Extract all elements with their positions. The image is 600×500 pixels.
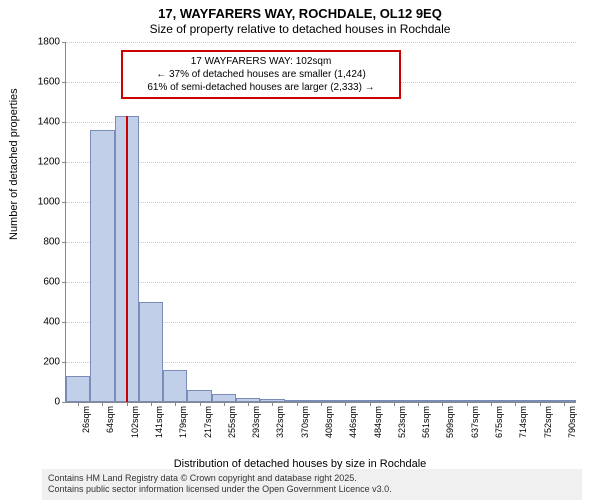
- x-tick-mark: [297, 402, 298, 406]
- y-tick-label: 1000: [38, 197, 60, 208]
- highlight-marker: [126, 116, 128, 402]
- y-tick-mark: [62, 162, 66, 163]
- y-tick-mark: [62, 362, 66, 363]
- x-tick-mark: [394, 402, 395, 406]
- histogram-bar: [66, 376, 90, 402]
- x-tick-label: 675sqm: [494, 406, 504, 438]
- x-tick-label: 790sqm: [567, 406, 577, 438]
- y-tick-label: 800: [43, 237, 60, 248]
- histogram-bar: [90, 130, 114, 402]
- annotation-box: 17 WAYFARERS WAY: 102sqm← 37% of detache…: [121, 50, 401, 99]
- x-tick-mark: [175, 402, 176, 406]
- y-tick-mark: [62, 202, 66, 203]
- x-tick-label: 561sqm: [421, 406, 431, 438]
- x-tick-mark: [345, 402, 346, 406]
- gridline: [66, 42, 576, 43]
- y-tick-label: 1200: [38, 157, 60, 168]
- chart-title-sub: Size of property relative to detached ho…: [0, 22, 600, 36]
- x-tick-label: 370sqm: [300, 406, 310, 438]
- x-tick-mark: [78, 402, 79, 406]
- y-tick-mark: [62, 242, 66, 243]
- x-tick-mark: [127, 402, 128, 406]
- x-tick-mark: [564, 402, 565, 406]
- x-tick-mark: [442, 402, 443, 406]
- annotation-line-3: 61% of semi-detached houses are larger (…: [129, 81, 393, 94]
- y-tick-label: 600: [43, 277, 60, 288]
- histogram-bar: [212, 394, 236, 402]
- gridline: [66, 242, 576, 243]
- y-tick-label: 1800: [38, 37, 60, 48]
- x-tick-mark: [224, 402, 225, 406]
- x-tick-label: 523sqm: [397, 406, 407, 438]
- x-tick-mark: [272, 402, 273, 406]
- x-tick-label: 752sqm: [543, 406, 553, 438]
- x-tick-label: 484sqm: [373, 406, 383, 438]
- x-tick-label: 293sqm: [251, 406, 261, 438]
- footer-line-1: Contains HM Land Registry data © Crown c…: [48, 473, 576, 485]
- x-tick-label: 141sqm: [154, 406, 164, 438]
- chart-title-main: 17, WAYFARERS WAY, ROCHDALE, OL12 9EQ: [0, 6, 600, 21]
- x-tick-label: 446sqm: [348, 406, 358, 438]
- plot-area: 02004006008001000120014001600180026sqm64…: [65, 42, 576, 403]
- histogram-bar: [163, 370, 187, 402]
- y-tick-label: 400: [43, 317, 60, 328]
- x-tick-mark: [515, 402, 516, 406]
- histogram-bar: [139, 302, 163, 402]
- x-tick-mark: [491, 402, 492, 406]
- x-tick-label: 102sqm: [130, 406, 140, 438]
- gridline: [66, 282, 576, 283]
- x-tick-mark: [321, 402, 322, 406]
- x-tick-mark: [151, 402, 152, 406]
- x-tick-label: 599sqm: [445, 406, 455, 438]
- y-tick-mark: [62, 82, 66, 83]
- y-tick-mark: [62, 122, 66, 123]
- x-tick-label: 179sqm: [178, 406, 188, 438]
- y-tick-label: 200: [43, 357, 60, 368]
- y-axis-label: Number of detached properties: [8, 88, 20, 240]
- x-tick-mark: [248, 402, 249, 406]
- y-tick-label: 1600: [38, 77, 60, 88]
- gridline: [66, 202, 576, 203]
- x-tick-label: 255sqm: [227, 406, 237, 438]
- histogram-bar: [187, 390, 211, 402]
- x-tick-label: 332sqm: [275, 406, 285, 438]
- chart-container: 17, WAYFARERS WAY, ROCHDALE, OL12 9EQ Si…: [0, 0, 600, 500]
- x-tick-mark: [370, 402, 371, 406]
- y-tick-mark: [62, 282, 66, 283]
- x-tick-mark: [540, 402, 541, 406]
- y-tick-mark: [62, 322, 66, 323]
- x-tick-mark: [418, 402, 419, 406]
- x-tick-label: 64sqm: [105, 406, 115, 433]
- y-tick-label: 1400: [38, 117, 60, 128]
- footer-line-2: Contains public sector information licen…: [48, 484, 576, 496]
- x-tick-label: 217sqm: [203, 406, 213, 438]
- gridline: [66, 162, 576, 163]
- annotation-line-2: ← 37% of detached houses are smaller (1,…: [129, 68, 393, 81]
- y-tick-mark: [62, 402, 66, 403]
- y-tick-mark: [62, 42, 66, 43]
- x-tick-label: 26sqm: [81, 406, 91, 433]
- x-tick-mark: [102, 402, 103, 406]
- x-tick-label: 637sqm: [470, 406, 480, 438]
- x-tick-mark: [200, 402, 201, 406]
- footer-attribution: Contains HM Land Registry data © Crown c…: [42, 469, 582, 500]
- y-tick-label: 0: [54, 397, 60, 408]
- x-tick-mark: [467, 402, 468, 406]
- x-tick-label: 408sqm: [324, 406, 334, 438]
- annotation-line-1: 17 WAYFARERS WAY: 102sqm: [129, 55, 393, 68]
- x-tick-label: 714sqm: [518, 406, 528, 438]
- gridline: [66, 122, 576, 123]
